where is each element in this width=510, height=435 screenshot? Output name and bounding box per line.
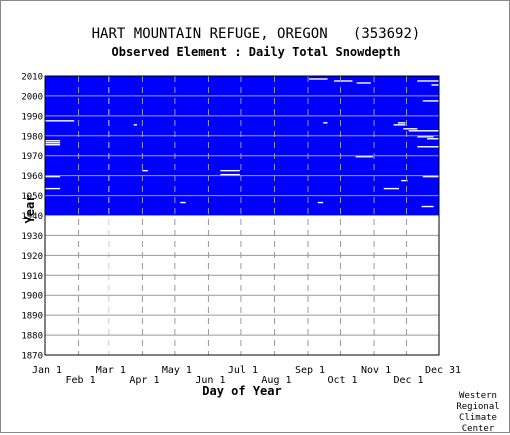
missing-data-segment [417, 136, 434, 138]
missing-data-segment [45, 144, 61, 146]
missing-data-segment [355, 156, 373, 158]
y-tick-label: 1880 [21, 332, 43, 342]
y-axis-label: Year [23, 195, 37, 224]
missing-data-segment [422, 100, 439, 102]
missing-data-segment [421, 205, 434, 208]
credit-line: Regional [456, 402, 500, 412]
missing-data-segment [431, 84, 439, 86]
x-tick-label: Apr 1 [129, 375, 159, 386]
y-tick-label: 2010 [21, 73, 43, 83]
missing-data-segment [45, 142, 61, 144]
x-tick-label: Feb 1 [66, 375, 96, 386]
missing-data-segment [422, 175, 439, 178]
y-tick-label: 1950 [21, 192, 43, 202]
x-tick-label: Oct 1 [327, 375, 357, 386]
y-tick-label: 1960 [21, 172, 43, 182]
missing-data-segment [383, 187, 399, 190]
missing-data-segment [356, 82, 371, 84]
x-tick-label: Sep 1 [295, 365, 325, 376]
credit-text: Western Regional Climate Center [453, 391, 503, 435]
x-tick-label: Dec 1 [393, 375, 423, 386]
x-tick-label: Jan 1 [32, 365, 62, 376]
missing-data-segment [417, 146, 439, 148]
missing-data-segment [417, 80, 439, 82]
observed-data-block [45, 76, 439, 216]
y-tick-label: 1940 [21, 212, 43, 222]
x-axis-tick-labels: Jan 1 Mar 1 May 1 Jul 1 Sep 1 Nov 1 Dec 31 Feb … [32, 365, 461, 386]
y-tick-label: 1910 [21, 272, 43, 282]
missing-data-segment [393, 124, 406, 126]
missing-data-segment [403, 128, 418, 130]
missing-data-segment [427, 138, 439, 140]
missing-data-segment [45, 175, 61, 178]
y-axis-tick-labels: 1870 1880 1890 1900 1910 1920 1930 1940 1950 1960… [21, 73, 43, 362]
vertical-gridlines [78, 76, 408, 355]
y-tick-label: 1990 [21, 112, 43, 122]
missing-data-segment [142, 169, 148, 172]
missing-data-segment [323, 122, 328, 124]
x-tick-label: Jun 1 [195, 375, 225, 386]
y-tick-label: 1930 [21, 232, 43, 242]
y-tick-label: 1890 [21, 312, 43, 322]
missing-data-segment [397, 122, 406, 124]
x-tick-label: Mar 1 [96, 365, 126, 376]
y-tick-label: 1980 [21, 132, 43, 142]
y-tick-label: 1900 [21, 292, 43, 302]
x-tick-label: Jul 1 [228, 365, 258, 376]
y-tick-label: 1920 [21, 252, 43, 262]
missing-data-segment [45, 187, 61, 190]
y-tick-label: 2000 [21, 92, 43, 102]
horizontal-gridlines [45, 95, 439, 336]
missing-data-segment [45, 140, 61, 142]
missing-data-segment [220, 169, 240, 172]
x-tick-label: May 1 [162, 365, 192, 376]
missing-data-segment [220, 173, 240, 176]
missing-data-layer [45, 78, 439, 208]
plot-border [44, 75, 440, 356]
credit-line: Center [461, 424, 495, 434]
x-tick-label: Dec 31 [425, 365, 461, 376]
credit-line: Climate [459, 413, 497, 423]
missing-data-segment [408, 130, 439, 132]
chart-title: HART MOUNTAIN REFUGE, OREGON (353692) [91, 26, 421, 42]
x-tick-label: Nov 1 [361, 365, 391, 376]
x-axis-label: Day of Year [202, 384, 281, 398]
missing-data-segment [317, 201, 324, 204]
x-tick-label: Aug 1 [261, 375, 291, 386]
missing-data-segment [334, 80, 353, 82]
missing-data-segment [180, 201, 186, 204]
missing-data-segment [401, 179, 408, 182]
chart-subtitle: Observed Element : Daily Total Snowdepth [111, 45, 401, 59]
missing-data-segment [309, 78, 328, 80]
y-tick-label: 1870 [21, 352, 43, 362]
missing-data-segment [45, 120, 75, 122]
missing-data-segment [133, 124, 138, 126]
credit-line: Western [459, 391, 497, 401]
y-tick-label: 1970 [21, 152, 43, 162]
